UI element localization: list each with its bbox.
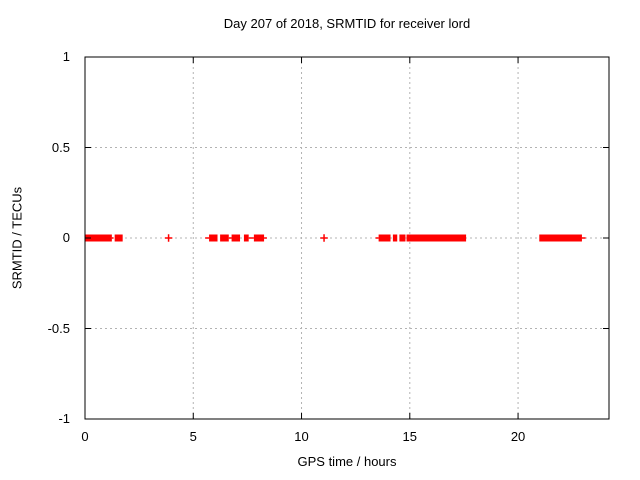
data-segment-dense (253, 234, 265, 242)
x-tick-label: 15 (402, 429, 418, 444)
x-tick-label: 10 (294, 429, 309, 444)
data-point-plus-marker (164, 237, 173, 239)
data-segment-dense (243, 234, 249, 242)
data-segment-dense (399, 234, 406, 242)
data-segment-dense (392, 234, 398, 242)
data-segment-dense (209, 234, 218, 242)
x-tick-label: 20 (510, 429, 526, 444)
data-segment-dense (85, 234, 112, 242)
data-segment-dense (114, 234, 123, 242)
data-segment-dense (539, 234, 582, 242)
y-tick-label: 1 (62, 49, 70, 64)
x-tick-label: 5 (189, 429, 197, 444)
data-segment-sparse (264, 237, 267, 239)
x-tick-label: 0 (81, 429, 89, 444)
y-tick-label: 0.5 (51, 139, 70, 155)
data-segment-sparse (375, 237, 379, 239)
data-segment-sparse (205, 237, 210, 239)
data-segment-sparse (111, 237, 114, 239)
y-tick-label: 0 (62, 230, 70, 245)
data-segment-sparse (228, 237, 232, 239)
data-segment-dense (378, 234, 391, 242)
chart-title: Day 207 of 2018, SRMTID for receiver lor… (223, 16, 471, 31)
data-segment-dense (406, 234, 467, 242)
y-tick-label: -0.5 (47, 320, 70, 336)
x-axis-label: GPS time / hours (297, 454, 397, 469)
y-tick-label: -1 (58, 411, 70, 426)
data-segment-dense (220, 234, 229, 242)
data-segment-sparse (581, 237, 586, 239)
data-segment-dense (231, 234, 241, 242)
data-segment-sparse (248, 237, 254, 239)
data-point-plus-marker (320, 237, 328, 239)
